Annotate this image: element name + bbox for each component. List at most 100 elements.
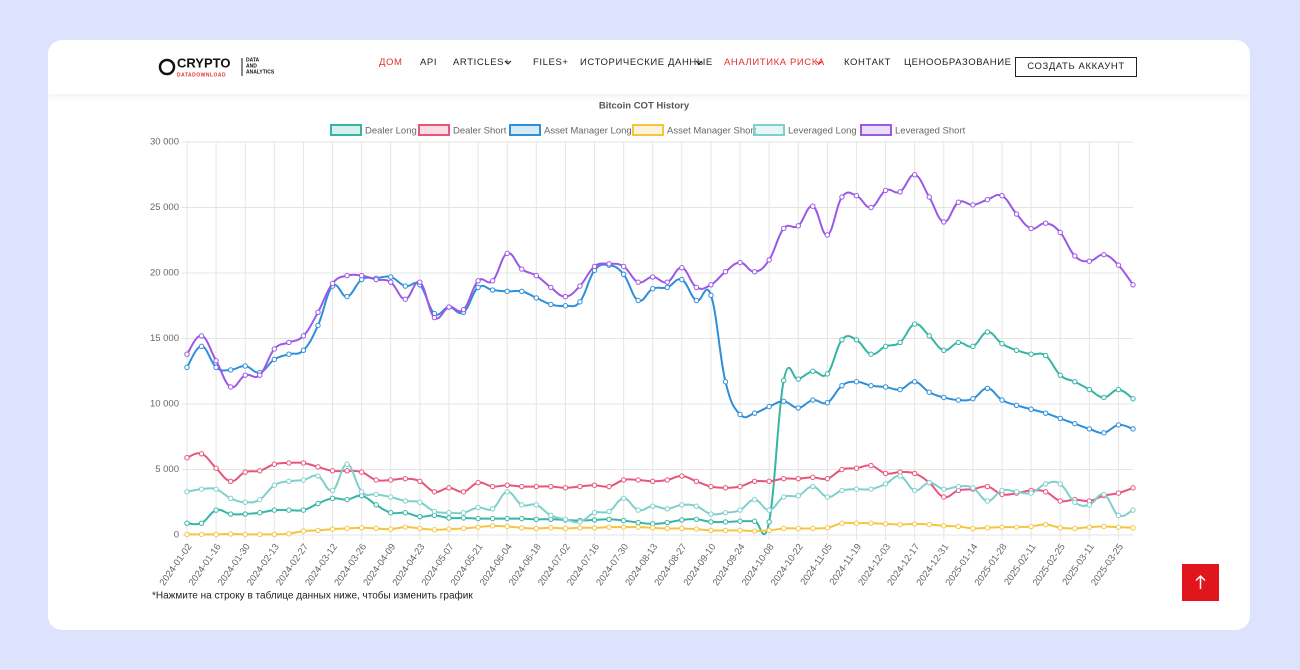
chevron bbox=[815, 60, 823, 65]
point bbox=[227, 531, 234, 537]
point bbox=[1057, 229, 1063, 236]
point bbox=[300, 460, 307, 466]
point bbox=[1115, 524, 1122, 530]
legend-swatch bbox=[509, 124, 541, 136]
point bbox=[984, 329, 991, 335]
point bbox=[591, 510, 598, 516]
point bbox=[591, 525, 598, 531]
nav-item[interactable]: FILES+ bbox=[533, 57, 569, 68]
point bbox=[868, 204, 874, 211]
point bbox=[897, 339, 903, 346]
series-line bbox=[186, 323, 1134, 536]
point bbox=[941, 494, 947, 500]
point bbox=[999, 487, 1005, 494]
signup-button[interactable]: СОЗДАТЬ АККАУНТ bbox=[1015, 57, 1137, 77]
point bbox=[824, 232, 831, 238]
point bbox=[577, 283, 583, 289]
point bbox=[941, 347, 947, 353]
point bbox=[198, 531, 205, 538]
point bbox=[810, 397, 816, 403]
point bbox=[271, 482, 278, 488]
point bbox=[213, 486, 219, 492]
point bbox=[344, 272, 350, 279]
point bbox=[824, 475, 831, 482]
point bbox=[650, 274, 656, 280]
nav-item[interactable]: АНАЛИТИКА РИСКА bbox=[724, 57, 825, 68]
point bbox=[460, 515, 467, 521]
nav-item[interactable]: API bbox=[420, 57, 438, 68]
point bbox=[970, 202, 976, 208]
point bbox=[271, 461, 278, 467]
point bbox=[722, 485, 729, 491]
point bbox=[315, 500, 321, 507]
point bbox=[911, 379, 918, 385]
point bbox=[446, 304, 452, 310]
point bbox=[868, 520, 874, 526]
point bbox=[489, 483, 496, 490]
point bbox=[388, 526, 394, 532]
point bbox=[810, 483, 816, 490]
series-line bbox=[186, 173, 1134, 389]
point bbox=[708, 282, 714, 288]
point bbox=[722, 519, 729, 525]
point bbox=[824, 494, 831, 500]
point bbox=[460, 306, 467, 313]
point bbox=[548, 525, 554, 531]
logo-tag: DATA bbox=[246, 57, 260, 63]
point bbox=[882, 521, 889, 527]
point bbox=[213, 507, 219, 513]
point bbox=[810, 474, 816, 481]
point bbox=[868, 351, 874, 357]
point bbox=[417, 513, 423, 520]
point bbox=[795, 475, 801, 482]
y-tick-label: 0 bbox=[174, 530, 179, 541]
point bbox=[286, 351, 292, 357]
point bbox=[926, 194, 932, 200]
point bbox=[650, 478, 656, 484]
point bbox=[839, 194, 845, 200]
point bbox=[708, 292, 714, 298]
legend-label: Leveraged Long bbox=[788, 126, 857, 137]
point bbox=[329, 280, 336, 287]
point bbox=[533, 525, 539, 532]
point bbox=[271, 356, 278, 363]
point bbox=[577, 525, 583, 531]
nav-item[interactable]: ЦЕНООБРАЗОВАНИЕ bbox=[904, 57, 1012, 68]
point bbox=[1086, 524, 1093, 530]
logo[interactable]: CRYPTO DATADOWNLOAD DATA AND ANALYTICS bbox=[158, 56, 298, 80]
point bbox=[388, 494, 394, 500]
point bbox=[1057, 372, 1063, 378]
chevron bbox=[695, 60, 703, 65]
point bbox=[213, 531, 219, 538]
point bbox=[722, 510, 729, 516]
series-line bbox=[186, 452, 1134, 503]
point bbox=[781, 398, 787, 405]
point bbox=[242, 531, 248, 538]
point bbox=[606, 483, 612, 490]
nav-item[interactable]: ДОМ bbox=[379, 57, 403, 68]
point bbox=[475, 278, 481, 284]
point bbox=[489, 515, 496, 522]
point bbox=[911, 521, 918, 527]
scroll-top-button[interactable] bbox=[1182, 564, 1219, 601]
nav-item[interactable]: ИСТОРИЧЕСКИЕ ДАННЫЕ bbox=[580, 57, 713, 68]
point bbox=[242, 499, 248, 505]
point bbox=[664, 506, 670, 512]
nav-item[interactable]: КОНТАКТ bbox=[844, 57, 892, 68]
point bbox=[489, 523, 496, 529]
point bbox=[970, 485, 976, 491]
point bbox=[722, 268, 729, 275]
nav-item[interactable]: ARTICLES+ bbox=[453, 57, 511, 68]
point bbox=[344, 525, 350, 532]
point bbox=[970, 343, 976, 350]
point bbox=[373, 525, 379, 532]
chevrons bbox=[504, 60, 823, 65]
point bbox=[999, 397, 1005, 403]
point bbox=[402, 524, 409, 530]
point bbox=[315, 309, 321, 315]
point bbox=[926, 389, 932, 395]
point bbox=[358, 469, 365, 475]
point bbox=[766, 478, 772, 484]
point bbox=[533, 272, 539, 279]
